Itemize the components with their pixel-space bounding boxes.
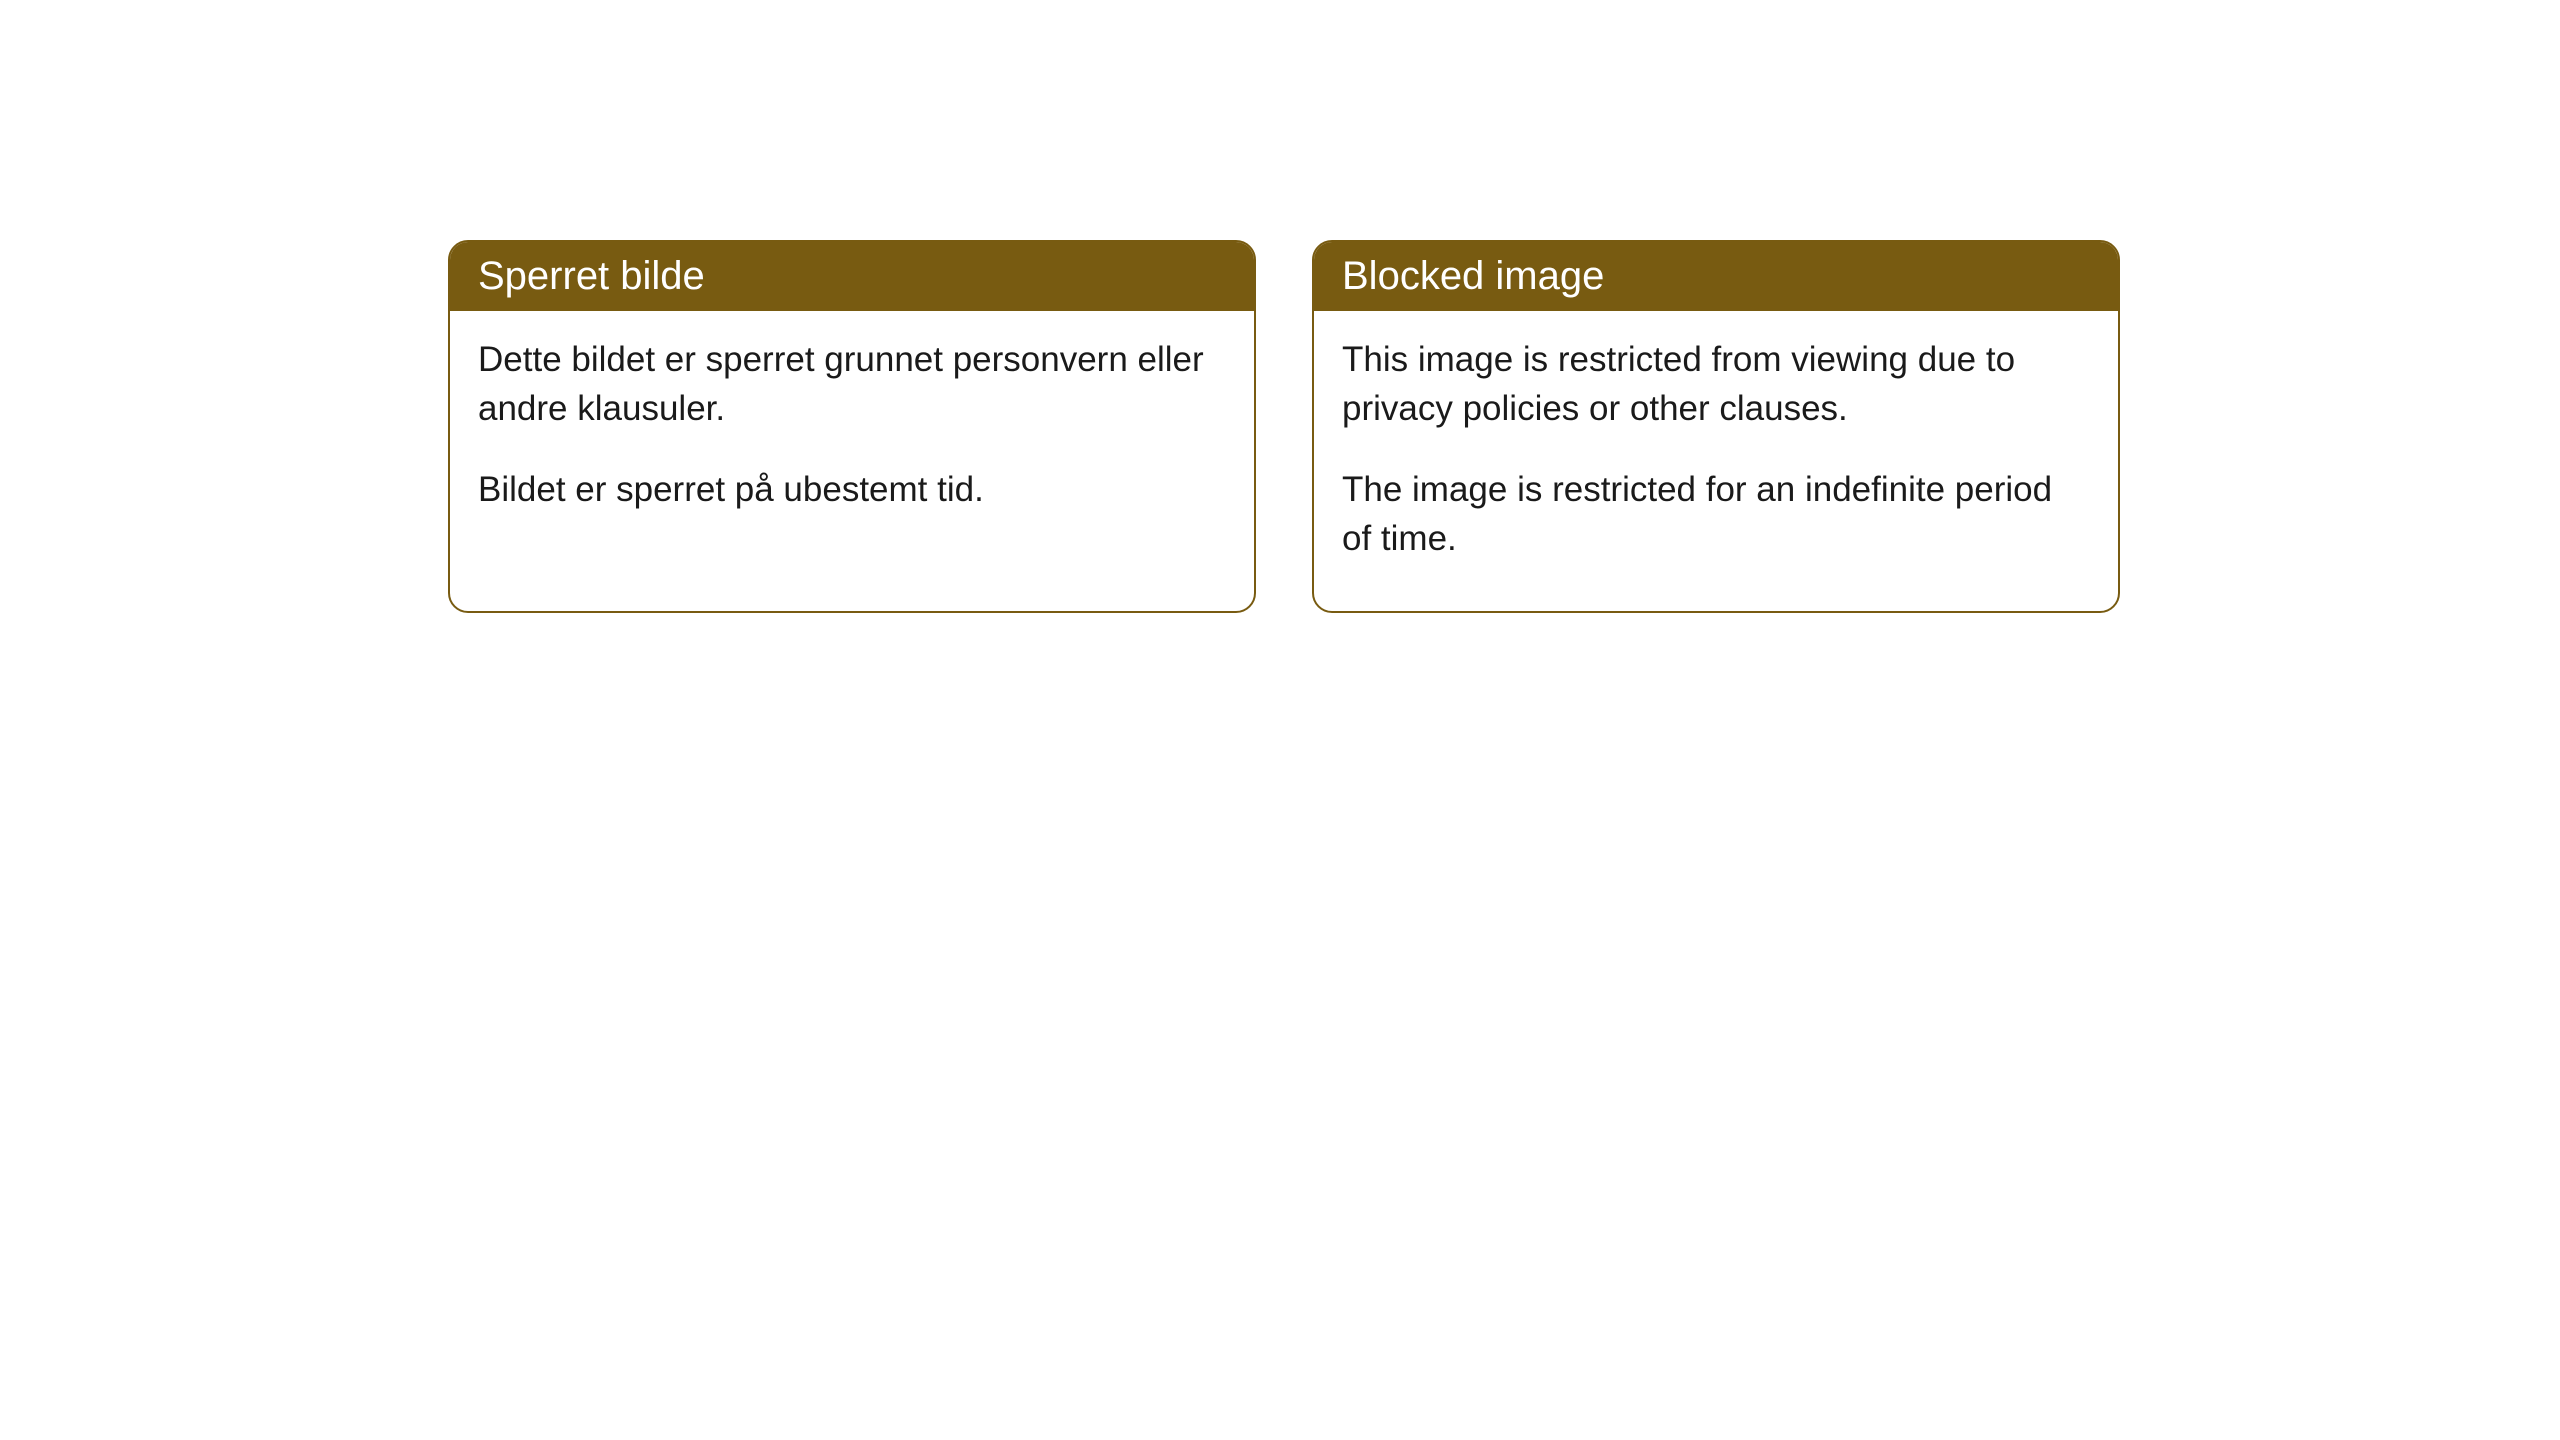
- card-body-no: Dette bildet er sperret grunnet personve…: [450, 311, 1254, 562]
- card-title-en: Blocked image: [1342, 254, 1604, 298]
- card-body-en: This image is restricted from viewing du…: [1314, 311, 2118, 611]
- notice-text-no-2: Bildet er sperret på ubestemt tid.: [478, 465, 1226, 514]
- blocked-image-card-no: Sperret bilde Dette bildet er sperret gr…: [448, 240, 1256, 613]
- card-header-en: Blocked image: [1314, 242, 2118, 311]
- notice-text-en-2: The image is restricted for an indefinit…: [1342, 465, 2090, 563]
- blocked-image-card-en: Blocked image This image is restricted f…: [1312, 240, 2120, 613]
- card-header-no: Sperret bilde: [450, 242, 1254, 311]
- notice-cards-container: Sperret bilde Dette bildet er sperret gr…: [448, 240, 2560, 613]
- notice-text-en-1: This image is restricted from viewing du…: [1342, 335, 2090, 433]
- card-title-no: Sperret bilde: [478, 254, 705, 298]
- notice-text-no-1: Dette bildet er sperret grunnet personve…: [478, 335, 1226, 433]
